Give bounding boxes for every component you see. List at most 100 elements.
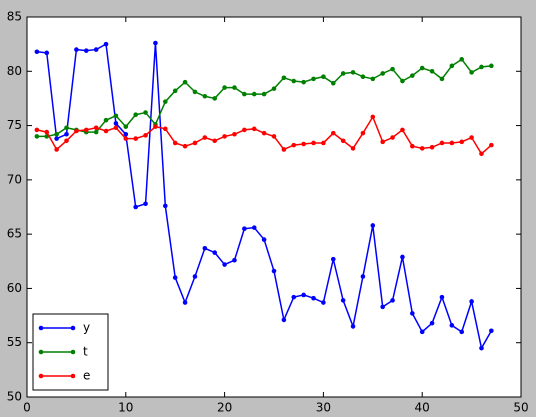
point (172, 140, 178, 146)
point (242, 91, 247, 97)
legend-marker (70, 373, 76, 379)
point (489, 328, 494, 334)
legend-marker (38, 325, 44, 331)
point (251, 91, 257, 97)
point (261, 130, 267, 136)
point (419, 329, 425, 335)
point (103, 41, 109, 47)
legend-marker (70, 349, 76, 355)
point (419, 65, 425, 71)
legend: yte (32, 313, 109, 391)
point (390, 298, 395, 303)
point (321, 140, 326, 146)
plot-frame (26, 16, 522, 398)
point (469, 299, 474, 304)
point (34, 49, 40, 55)
point (271, 134, 277, 139)
point (271, 268, 277, 274)
point (182, 300, 188, 305)
legend-label: t (83, 345, 88, 359)
point (64, 138, 69, 144)
point (153, 124, 158, 129)
y-tick-label: 50 (7, 390, 22, 404)
point (192, 140, 198, 146)
point (370, 76, 376, 82)
point (449, 323, 455, 328)
x-tick-label: 20 (217, 401, 232, 415)
y-tick-label: 55 (7, 335, 22, 349)
point (400, 78, 405, 84)
point (74, 47, 79, 52)
point (251, 225, 257, 230)
point (113, 121, 119, 126)
point (291, 78, 297, 84)
point (163, 99, 168, 104)
point (410, 311, 415, 316)
point (340, 298, 346, 303)
point (103, 117, 109, 123)
point (261, 91, 267, 97)
point (222, 85, 227, 90)
point (479, 151, 484, 157)
point (390, 66, 395, 72)
point (459, 139, 465, 145)
point (429, 68, 435, 74)
point (261, 237, 267, 242)
point (410, 73, 415, 78)
y-tick-label: 80 (7, 64, 22, 78)
point (93, 129, 99, 135)
point (64, 125, 69, 131)
point (242, 226, 247, 232)
point (380, 71, 385, 76)
point (74, 128, 79, 134)
point (83, 48, 89, 53)
point (212, 250, 218, 255)
point (340, 138, 346, 144)
point (192, 89, 198, 95)
point (212, 96, 218, 101)
point (429, 320, 435, 326)
point (311, 140, 316, 146)
y-tick-label: 75 (7, 118, 22, 132)
point (143, 201, 148, 207)
point (489, 142, 494, 148)
point (281, 147, 287, 152)
point (182, 79, 188, 85)
point (83, 127, 89, 133)
point (281, 75, 287, 81)
point (123, 131, 129, 137)
point (232, 131, 237, 137)
point (439, 76, 445, 82)
point (133, 204, 138, 210)
point (301, 141, 306, 147)
point (330, 130, 336, 136)
point (242, 127, 247, 133)
point (321, 300, 326, 305)
y-tick-label: 85 (7, 10, 22, 24)
point (192, 274, 198, 279)
point (380, 139, 385, 145)
point (380, 304, 385, 310)
x-tick-label: 0 (23, 401, 31, 415)
x-tick-label: 50 (513, 401, 528, 415)
point (54, 136, 59, 141)
point (103, 128, 109, 134)
point (44, 129, 50, 135)
point (439, 294, 445, 300)
point (469, 70, 474, 75)
point (311, 295, 316, 301)
point (163, 126, 168, 132)
legend-label: y (83, 321, 90, 335)
point (271, 86, 277, 91)
legend-marker (70, 325, 76, 331)
point (350, 146, 356, 151)
point (370, 114, 376, 120)
point (489, 63, 494, 69)
point (123, 136, 129, 141)
point (44, 50, 50, 56)
point (143, 133, 148, 138)
point (291, 142, 297, 148)
point (479, 345, 484, 351)
point (182, 143, 188, 149)
